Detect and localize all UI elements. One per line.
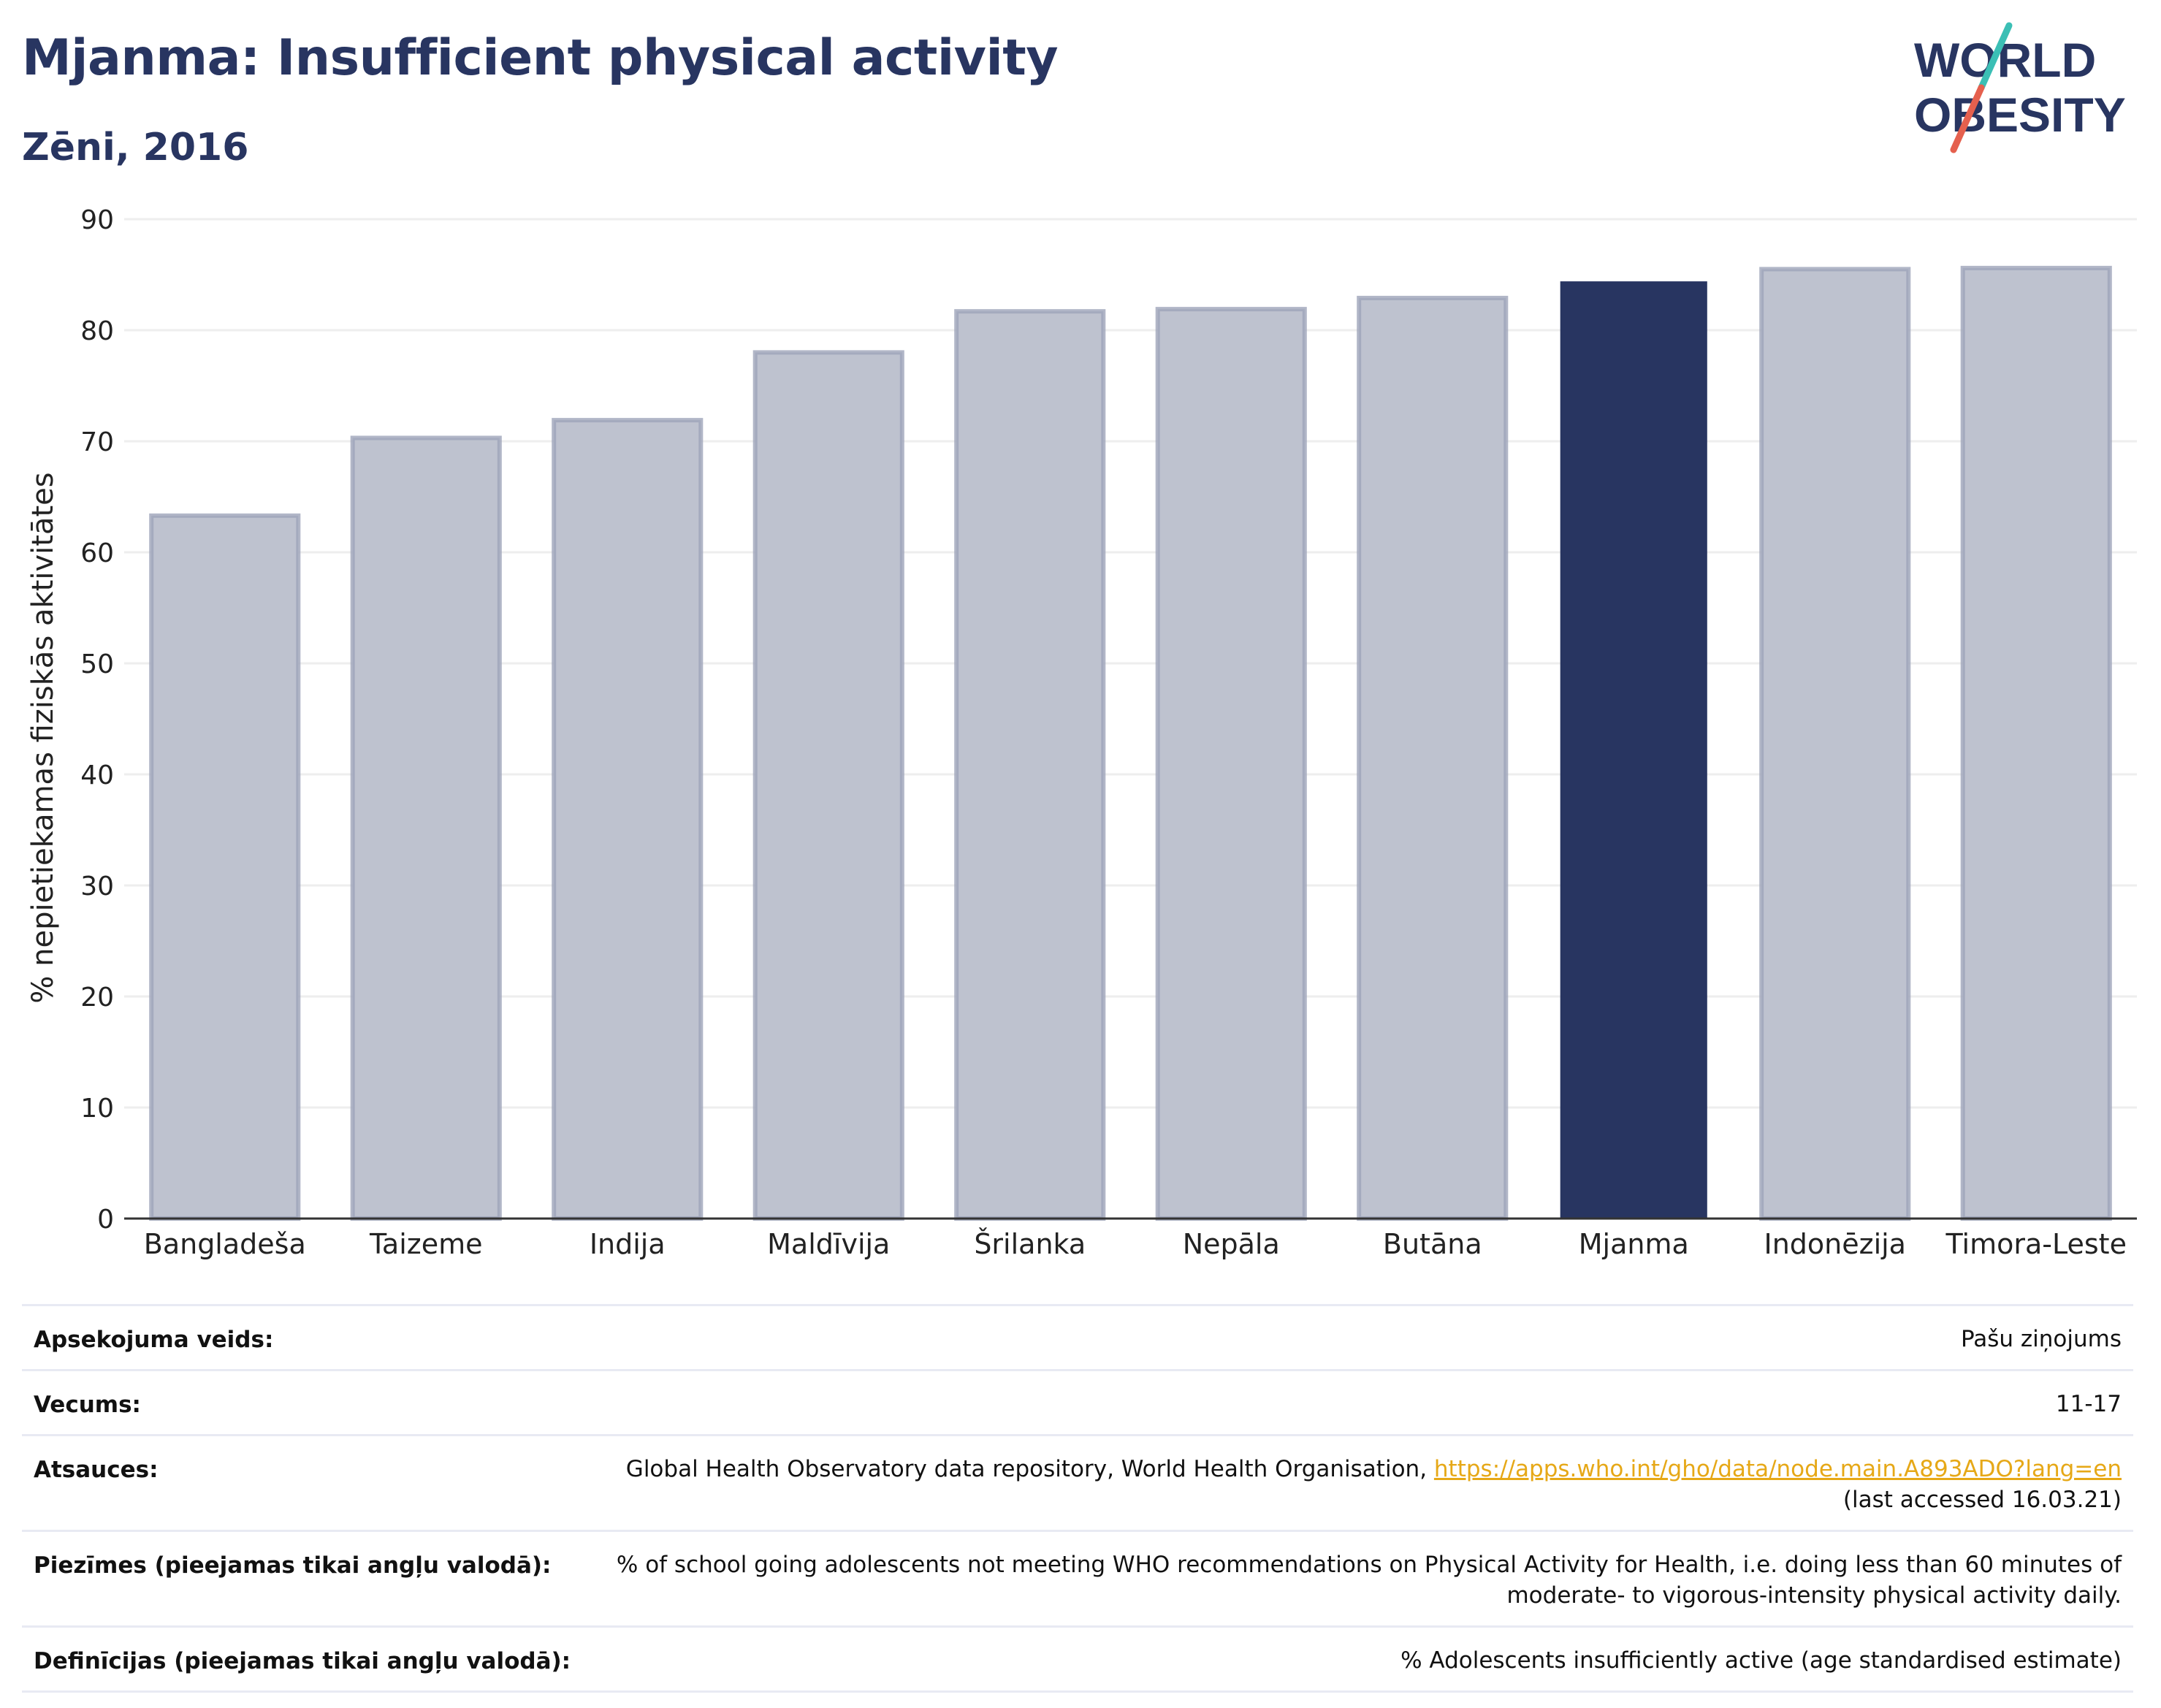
info-row-survey-type: Apsekojuma veids: Pašu ziņojums [22, 1304, 2133, 1369]
bar-country[interactable] [954, 309, 1106, 1221]
y-tick-label: 80 [80, 316, 114, 346]
bar-country[interactable] [350, 435, 502, 1221]
info-table: Apsekojuma veids: Pašu ziņojums Vecums: … [22, 1304, 2133, 1693]
y-axis-label: % nepietiekamas fiziskās aktivitātes [26, 472, 60, 1003]
info-value: Global Health Observatory data repositor… [626, 1454, 2122, 1515]
x-tick-label: Mjanma [1579, 1228, 1689, 1260]
x-tick-label: Butāna [1383, 1228, 1482, 1260]
info-row-definitions: Definīcijas (pieejamas tikai angļu valod… [22, 1625, 2133, 1693]
chart-title: Mjanma: Insufficient physical activity [22, 29, 1059, 87]
info-value: Pašu ziņojums [1960, 1326, 2122, 1352]
info-key: Atsauces: [34, 1457, 159, 1483]
reference-accessed: (last accessed 16.03.21) [1842, 1487, 2122, 1513]
bar-country[interactable] [1155, 307, 1307, 1221]
notes-line1: % of school going adolescents not meetin… [616, 1552, 2122, 1578]
y-tick-label: 70 [80, 427, 114, 457]
y-tick-label: 50 [80, 649, 114, 679]
x-tick-label: Timora-Leste [1945, 1228, 2127, 1260]
x-tick-label: Taizeme [369, 1228, 483, 1260]
info-key: Vecums: [34, 1392, 141, 1418]
bar-country[interactable] [1960, 265, 2112, 1221]
x-tick-label: Indija [590, 1228, 666, 1260]
info-value: % Adolescents insufficiently active (age… [1400, 1647, 2122, 1674]
logo-slash-bottom [1950, 84, 1985, 153]
x-tick-label: Indonēzija [1764, 1228, 1906, 1260]
y-tick-label: 40 [80, 760, 114, 790]
y-tick-label: 10 [80, 1094, 114, 1124]
info-value: 11-17 [2055, 1391, 2122, 1417]
x-tick-label: Bangladeša [144, 1228, 306, 1260]
x-tick-label: Nepāla [1183, 1228, 1280, 1260]
y-tick-label: 90 [80, 205, 114, 235]
info-row-notes: Piezīmes (pieejamas tikai angļu valodā):… [22, 1530, 2133, 1625]
x-tick-label: Maldīvija [767, 1228, 890, 1260]
logo-slash-top [1978, 22, 2013, 91]
info-row-age: Vecums: 11-17 [22, 1369, 2133, 1434]
y-tick-label: 0 [97, 1205, 114, 1235]
info-key: Definīcijas (pieejamas tikai angļu valod… [34, 1648, 571, 1674]
bar-country[interactable] [1357, 295, 1509, 1221]
reference-text: Global Health Observatory data repositor… [625, 1456, 1434, 1482]
axes: 0 10 20 30 40 50 60 70 80 90 Bangladeša Taizeme Indi… [80, 205, 2137, 1260]
logo-line2: OBESITY [1914, 88, 2126, 142]
info-key: Apsekojuma veids: [34, 1327, 274, 1353]
world-obesity-logo: WORLD OBESITY [1914, 22, 2126, 153]
y-tick-label: 20 [80, 983, 114, 1013]
reference-link[interactable]: https://apps.who.int/gho/data/node.main.… [1433, 1456, 2122, 1482]
bars [149, 265, 2112, 1221]
info-key: Piezīmes (pieejamas tikai angļu valodā): [34, 1552, 552, 1579]
notes-line2: moderate- to vigorous-intensity physical… [1506, 1582, 2122, 1609]
bar-highlight[interactable] [1560, 281, 1707, 1219]
x-tick-label: Šrilanka [974, 1228, 1086, 1260]
bar-country[interactable] [752, 350, 904, 1221]
chart-subtitle: Zēni, 2016 [22, 126, 249, 169]
y-tick-label: 30 [80, 872, 114, 901]
info-value: % of school going adolescents not meetin… [617, 1549, 2122, 1611]
bar-country[interactable] [552, 418, 704, 1221]
bar-country[interactable] [1759, 267, 1911, 1221]
y-tick-label: 60 [80, 538, 114, 568]
bar-country[interactable] [149, 513, 301, 1221]
bar-chart: 0 10 20 30 40 50 60 70 80 90 Bangladeša Taizeme Indi… [26, 205, 2137, 1260]
info-row-references: Atsauces: Global Health Observatory data… [22, 1434, 2133, 1530]
